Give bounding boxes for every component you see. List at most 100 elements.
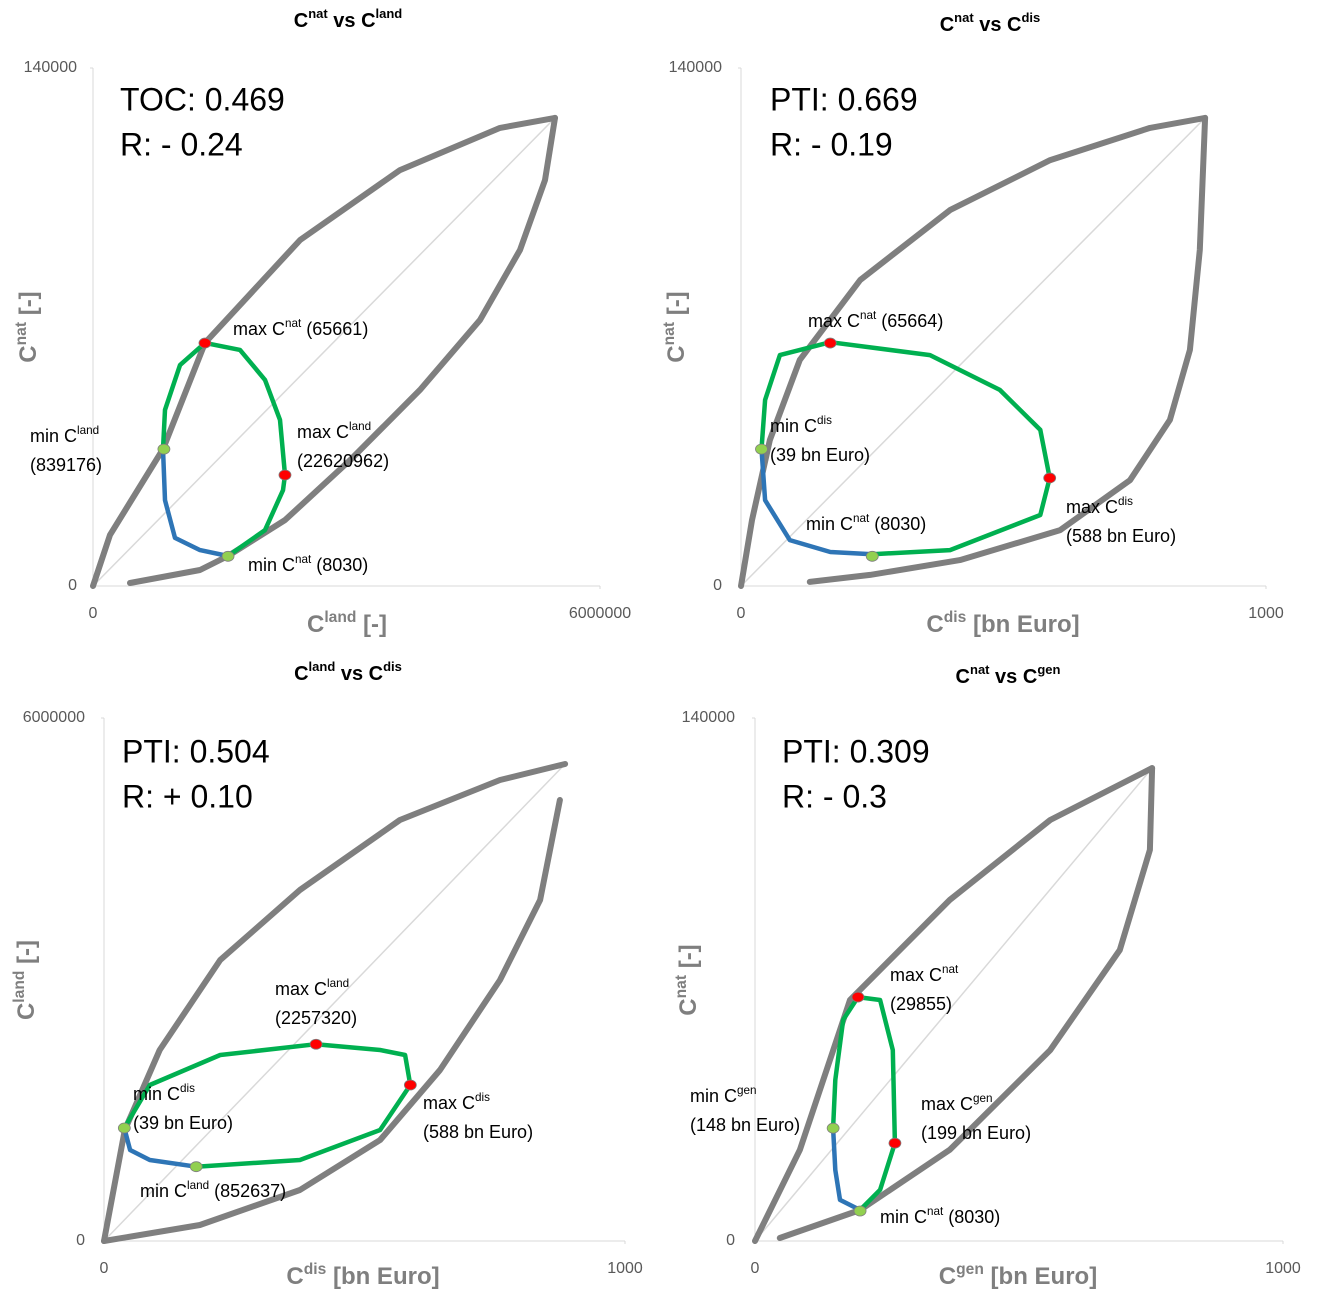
annotation: (2257320) (275, 1008, 357, 1028)
annotation: max Cgen (921, 1092, 993, 1114)
chart-title: Cland vs Cdis (294, 659, 402, 685)
y-axis-label: Cnat [-] (13, 291, 43, 362)
highlight-point (157, 443, 171, 455)
annotation: max Cnat (65664) (808, 309, 943, 331)
annotation: max Cland (275, 977, 349, 999)
stat-label: R: + 0.10 (122, 778, 253, 814)
highlight-point (823, 337, 837, 349)
x-axis-label-part: [bn Euro] (984, 1263, 1097, 1290)
chart-title: Cnat vs Cland (294, 6, 403, 32)
annotation-part: dis (817, 414, 832, 427)
y-tick-label: 0 (76, 1232, 85, 1249)
series-curve (160, 446, 231, 559)
series-curve (752, 765, 1156, 1244)
y-tick-label: 140000 (682, 709, 735, 726)
annotation: (588 bn Euro) (1066, 526, 1176, 546)
series-curve (754, 767, 1153, 1242)
x-axis-label: Cdis [bn Euro] (926, 609, 1079, 639)
annotation-part: dis (1118, 495, 1133, 508)
annotation-part: (39 bn Euro) (770, 445, 870, 465)
annotation: max Cdis (423, 1091, 490, 1113)
annotation-part: max C (423, 1093, 475, 1113)
annotation: (199 bn Euro) (921, 1123, 1031, 1143)
x-axis-label-part: dis (304, 1261, 327, 1278)
annotation-part: nat (285, 317, 302, 330)
annotation-part: (588 bn Euro) (423, 1122, 533, 1142)
chart-title-part: nat (970, 662, 990, 677)
annotation-part: max C (233, 319, 285, 339)
x-axis-label-part: gen (956, 1261, 984, 1278)
annotation: (148 bn Euro) (690, 1115, 800, 1135)
annotation-part: (839176) (30, 455, 102, 475)
annotation-part: nat (853, 512, 870, 525)
x-axis-label-part: dis (944, 609, 967, 626)
series-curve (830, 994, 898, 1213)
annotation: (588 bn Euro) (423, 1122, 533, 1142)
x-axis-label-part: [bn Euro] (966, 611, 1079, 638)
annotation-part: (65661) (301, 319, 368, 339)
annotation: (839176) (30, 455, 102, 475)
annotation: min Cnat (8030) (880, 1205, 1000, 1227)
y-axis-label-part: land (11, 971, 28, 1003)
y-axis-label: Cland [-] (11, 940, 41, 1020)
annotation-part: nat (860, 309, 877, 322)
annotation-part: land (327, 977, 349, 990)
x-tick-label: 0 (751, 1260, 760, 1277)
series-curve (92, 117, 556, 587)
annotation: min Cdis (770, 414, 832, 436)
x-axis-label-part: C (307, 611, 324, 638)
series-curve (806, 114, 1209, 585)
annotation-part: land (77, 424, 99, 437)
highlight-point (117, 1122, 131, 1134)
y-axis-label-part: nat (661, 322, 678, 345)
y-tick-label: 0 (68, 577, 77, 594)
highlight-point (221, 550, 235, 562)
annotation-part: nat (927, 1205, 944, 1218)
annotation-part: min C (133, 1084, 180, 1104)
annotation-part: min C (248, 555, 295, 575)
series-curve (103, 763, 566, 1242)
x-tick-label: 0 (89, 605, 98, 622)
annotation-part: nat (295, 553, 312, 566)
highlight-point (888, 1137, 902, 1149)
x-tick-label: 0 (100, 1260, 109, 1277)
annotation: min Cnat (8030) (248, 553, 368, 575)
annotation-part: (8030) (869, 514, 926, 534)
annotation-part: min C (770, 416, 817, 436)
annotation-part: (199 bn Euro) (921, 1123, 1031, 1143)
highlight-point (309, 1038, 323, 1050)
y-axis-label-part: [-] (675, 944, 702, 975)
annotation: min Cdis (133, 1082, 195, 1104)
y-axis-label: Cnat [-] (661, 291, 691, 362)
y-tick-label: 0 (726, 1232, 735, 1249)
annotation-part: min C (140, 1181, 187, 1201)
chart-title-part: nat (308, 6, 328, 21)
annotation-part: (2257320) (275, 1008, 357, 1028)
y-axis-label-part: nat (673, 975, 690, 998)
x-tick-label: 1000 (607, 1260, 643, 1277)
series-curve (122, 1125, 199, 1169)
series-curve (101, 797, 563, 1244)
annotation-part: (588 bn Euro) (1066, 526, 1176, 546)
y-axis-label-part: nat (13, 322, 30, 345)
y-tick-label: 140000 (669, 59, 722, 76)
annotation-part: (22620962) (297, 451, 389, 471)
stat-label: PTI: 0.309 (782, 733, 930, 769)
series-curve (740, 117, 1206, 587)
annotation-part: (148 bn Euro) (690, 1115, 800, 1135)
chart-title-part: C (294, 663, 308, 685)
y-axis-label-part: [-] (15, 291, 42, 322)
x-axis-label-part: land (324, 609, 356, 626)
chart-title-part: land (376, 6, 403, 21)
chart-title: Cnat vs Cdis (940, 10, 1041, 36)
chart-title-part: vs C (990, 666, 1038, 688)
annotation-part: land (349, 420, 371, 433)
annotation: max Cdis (1066, 495, 1133, 517)
x-axis-label: Cdis [bn Euro] (286, 1261, 439, 1291)
annotation: max Cland (297, 420, 371, 442)
series-curve (830, 1125, 863, 1213)
highlight-point (1043, 472, 1057, 484)
y-axis-label-part: C (15, 345, 42, 362)
annotation-part: (65664) (876, 311, 943, 331)
